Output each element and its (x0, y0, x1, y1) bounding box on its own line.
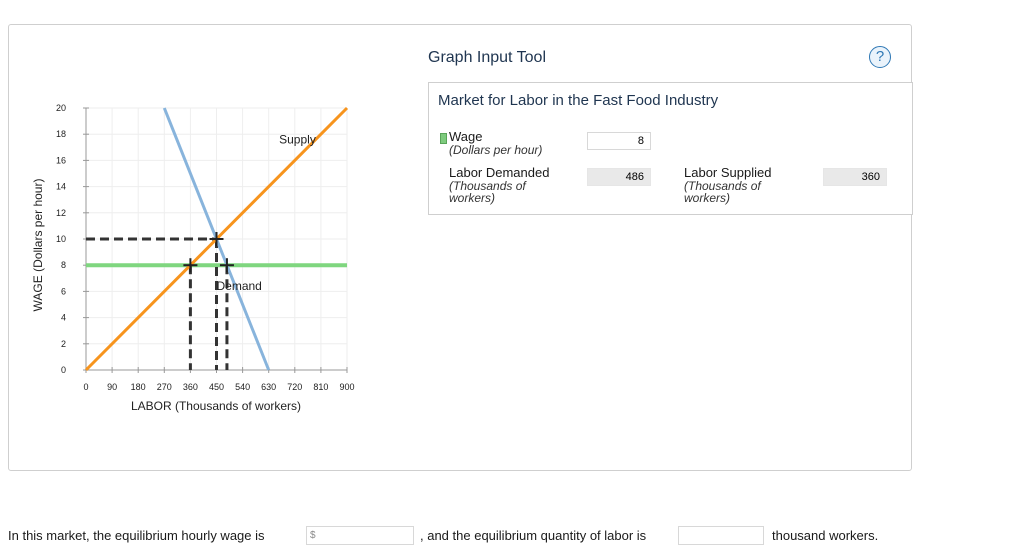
curve-label-supply: Supply (279, 132, 316, 146)
x-tick-label: 720 (287, 382, 302, 392)
y-tick-label: 6 (61, 286, 66, 296)
question-text-3: thousand workers. (772, 528, 879, 543)
x-tick-label: 810 (313, 382, 328, 392)
x-tick-label: 0 (83, 382, 88, 392)
labor-demanded-sub1: (Thousands of (449, 179, 526, 193)
labor-supplied-value (823, 168, 887, 186)
labor-supplied-sub1: (Thousands of (684, 179, 761, 193)
question-text-1: In this market, the equilibrium hourly w… (8, 528, 265, 543)
labor-supplied-sub2: workers) (684, 191, 731, 205)
x-tick-label: 180 (131, 382, 146, 392)
input-table (428, 82, 913, 215)
y-tick-label: 18 (56, 129, 66, 139)
market-title: Market for Labor in the Fast Food Indust… (438, 92, 719, 109)
y-axis-label: WAGE (Dollars per hour) (31, 179, 45, 312)
wage-sublabel: (Dollars per hour) (449, 143, 543, 157)
labor-demanded-sub2: workers) (449, 191, 496, 205)
wage-swatch (440, 133, 447, 144)
x-tick-label: 270 (157, 382, 172, 392)
x-tick-label: 90 (107, 382, 117, 392)
tool-title: Graph Input Tool (428, 49, 547, 66)
quantity-answer-input[interactable] (678, 526, 764, 545)
x-tick-label: 900 (339, 382, 354, 392)
labor-supplied-label: Labor Supplied (684, 165, 772, 180)
question-text-2: , and the equilibrium quantity of labor … (420, 528, 647, 543)
y-tick-label: 8 (61, 260, 66, 270)
y-tick-label: 20 (56, 103, 66, 113)
x-tick-label: 540 (235, 382, 250, 392)
help-icon[interactable]: ? (869, 46, 891, 68)
y-tick-label: 12 (56, 208, 66, 218)
dollar-sign: $ (310, 530, 316, 541)
x-tick-label: 630 (261, 382, 276, 392)
x-axis-label: LABOR (Thousands of workers) (131, 399, 301, 413)
y-tick-label: 16 (56, 155, 66, 165)
y-tick-label: 14 (56, 182, 66, 192)
wage-input[interactable] (587, 132, 651, 150)
y-tick-label: 2 (61, 339, 66, 349)
wage-label: Wage (449, 129, 483, 144)
labor-demanded-value (587, 168, 651, 186)
curve-label-demand: Demand (217, 279, 262, 293)
labor-demanded-label: Labor Demanded (449, 165, 550, 180)
wage-answer-input[interactable] (306, 526, 414, 545)
y-tick-label: 10 (56, 234, 66, 244)
y-tick-label: 0 (61, 365, 66, 375)
x-tick-label: 360 (183, 382, 198, 392)
y-tick-label: 4 (61, 313, 66, 323)
x-tick-label: 450 (209, 382, 224, 392)
